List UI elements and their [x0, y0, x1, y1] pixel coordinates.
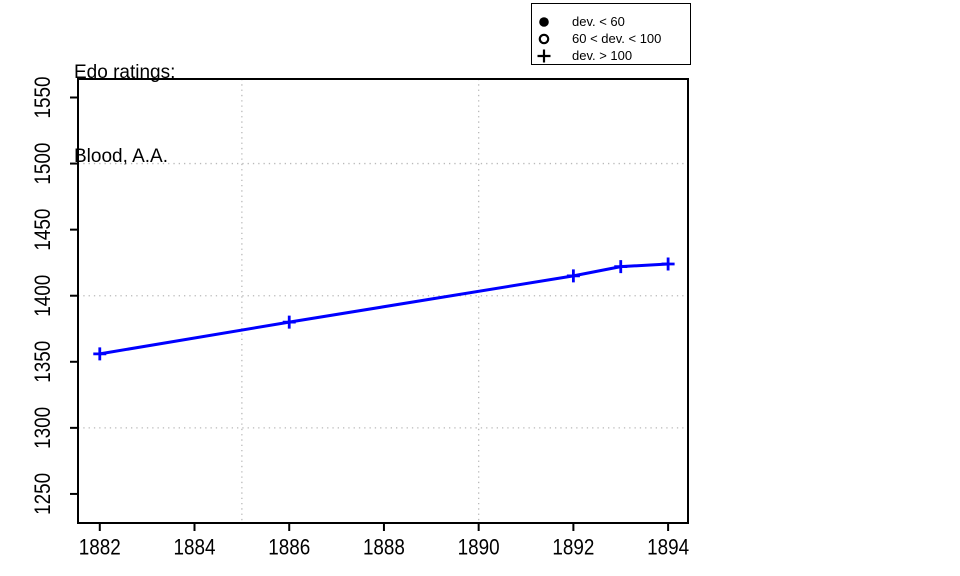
legend-label: 60 < dev. < 100 — [572, 31, 662, 46]
open-circle-icon — [538, 33, 550, 44]
data-point-marker-plus — [614, 260, 628, 274]
y-tick-label: 1350 — [30, 341, 55, 383]
x-tick-label: 1888 — [363, 535, 405, 560]
legend-label: dev. > 100 — [572, 48, 633, 63]
x-tick-label: 1886 — [268, 535, 310, 560]
x-tick-label: 1882 — [79, 535, 121, 560]
y-tick-label: 1450 — [30, 209, 55, 251]
y-tick-label: 1250 — [30, 473, 55, 515]
x-tick-label: 1884 — [174, 535, 216, 560]
gridlines — [78, 79, 688, 523]
legend-box: dev. < 60 60 < dev. < 100 dev. > 100 — [531, 3, 691, 65]
legend-label: dev. < 60 — [572, 14, 625, 29]
legend-item-dev-lt-60: dev. < 60 — [532, 13, 690, 30]
chart-title-line-2: Blood, A.A. — [74, 146, 169, 167]
legend-item-dev-60-100: 60 < dev. < 100 — [532, 30, 690, 47]
data-point-marker-plus — [282, 315, 296, 329]
data-point-marker-plus — [661, 257, 675, 271]
plus-icon — [537, 49, 551, 62]
chart-title-line-1: Edo ratings: — [74, 62, 176, 83]
x-tick-label: 1890 — [458, 535, 500, 560]
plot-border — [77, 78, 689, 524]
x-tick-label: 1892 — [552, 535, 594, 560]
data-point-marker-plus — [566, 269, 580, 283]
chart-title: Edo ratings: Blood, A.A. — [74, 3, 175, 227]
y-tick-label: 1300 — [30, 407, 55, 449]
data-point-marker-plus — [93, 347, 107, 361]
y-tick-label: 1550 — [30, 77, 55, 119]
data-series — [93, 257, 675, 361]
legend-item-dev-gt-100: dev. > 100 — [532, 47, 690, 64]
x-tick-label: 1894 — [647, 535, 689, 560]
y-tick-label: 1500 — [30, 143, 55, 185]
rating-line — [99, 262, 669, 356]
axes: 1882 1884 1886 1888 1890 1892 1894 1250 1300 1350… — [30, 77, 689, 560]
filled-circle-icon — [539, 16, 549, 27]
y-tick-label: 1400 — [30, 275, 55, 317]
